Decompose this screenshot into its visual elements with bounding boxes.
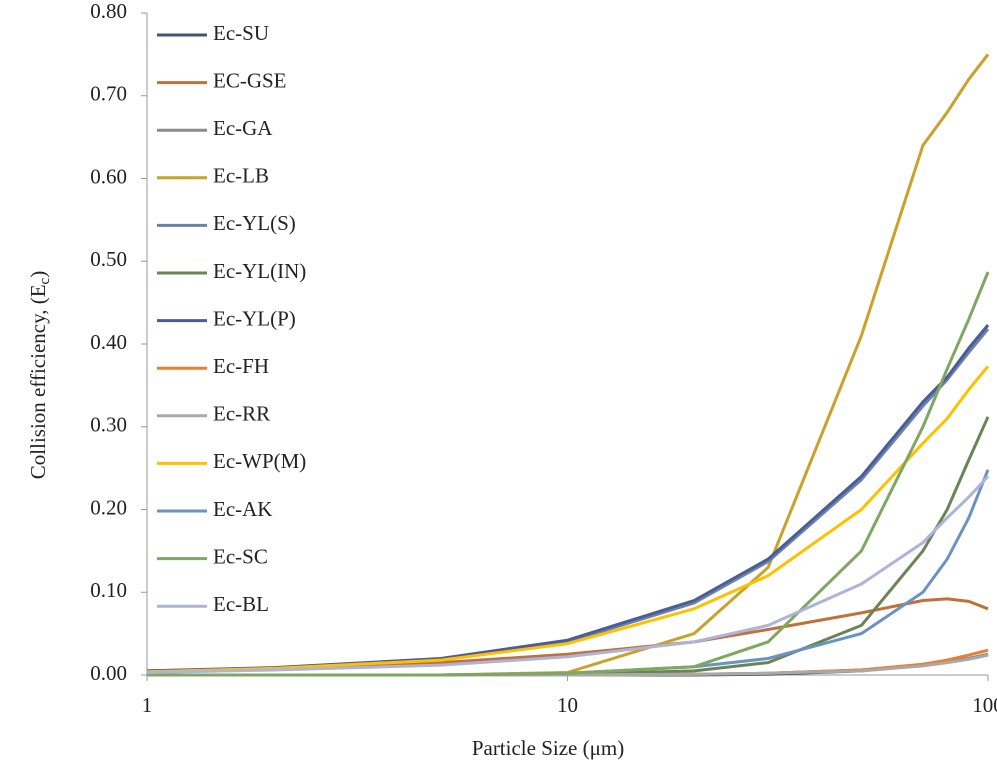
legend-label: Ec-LB (213, 164, 269, 188)
legend-label: Ec-YL(S) (213, 211, 296, 235)
legend-label: Ec-GA (213, 116, 273, 140)
y-tick-label: 0.10 (90, 578, 127, 602)
y-axis-label: Collision efficiency, (Ec) (26, 271, 54, 479)
series-line (146, 475, 990, 674)
y-tick-label: 0.00 (90, 661, 127, 685)
x-tick-label: 1 (142, 693, 153, 717)
y-tick-label: 0.40 (90, 330, 127, 354)
legend-label: Ec-YL(IN) (213, 259, 306, 283)
legend-label: Ec-FH (213, 354, 269, 378)
x-axis-label: Particle Size (μm) (472, 736, 624, 760)
y-tick-label: 0.50 (90, 247, 127, 271)
legend-label: Ec-WP(M) (213, 449, 306, 473)
legend-label: Ec-SC (213, 544, 268, 568)
y-tick-label: 0.30 (90, 413, 127, 437)
legend-label: EC-GSE (213, 68, 287, 92)
legend-label: Ec-YL(P) (213, 306, 296, 330)
series-line (147, 271, 990, 677)
legend-label: Ec-SU (213, 21, 269, 45)
y-label-main: Collision efficiency, (E (26, 284, 50, 479)
legend-label: Ec-BL (213, 592, 269, 616)
y-tick-label: 0.80 (90, 0, 127, 23)
series-line (146, 324, 990, 673)
y-label-end: ) (26, 271, 50, 278)
series-line (146, 365, 990, 674)
series-line (146, 597, 989, 673)
legend-label: Ec-AK (213, 497, 272, 521)
x-tick-label: 100 (972, 693, 997, 717)
y-label-sub: c (37, 277, 53, 284)
y-tick-label: 0.20 (90, 495, 127, 519)
legend-label: Ec-RR (213, 402, 270, 426)
x-tick-label: 10 (557, 693, 578, 717)
series-line (146, 328, 990, 674)
y-tick-label: 0.60 (90, 164, 127, 188)
y-tick-label: 0.70 (90, 82, 127, 106)
